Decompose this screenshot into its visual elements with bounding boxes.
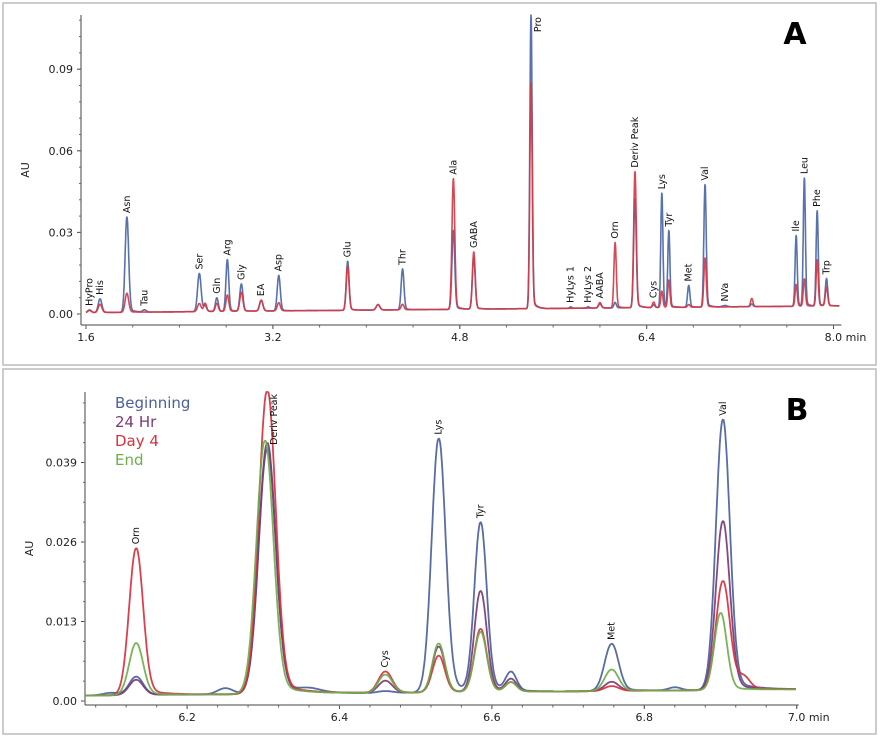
panel-a-frame bbox=[2, 2, 877, 366]
peak-label: Arg bbox=[222, 239, 233, 255]
peak-label: Pro bbox=[533, 17, 544, 32]
y-tick-label: 0.00 bbox=[49, 308, 74, 321]
panel-b: 0.00 0.013 0.026 0.039 6.2 6.4 6.6 6.8 7.0 min AU… bbox=[23, 391, 830, 724]
peak-label: Orn bbox=[131, 527, 142, 544]
panel-letter: A bbox=[783, 17, 807, 52]
y-tick-label: 0.026 bbox=[46, 536, 78, 549]
x-tick-label: 4.8 bbox=[451, 331, 469, 344]
peak-label: His bbox=[95, 280, 106, 295]
y-tick-label: 0.039 bbox=[46, 457, 78, 470]
y-tick-label: 0.00 bbox=[53, 695, 78, 708]
peak-label: HyPro bbox=[85, 278, 96, 306]
peak-label: Met bbox=[684, 263, 695, 281]
y-axis-label: AU bbox=[23, 541, 36, 557]
legend-entry: Day 4 bbox=[115, 432, 159, 450]
panel-b-frame bbox=[2, 368, 877, 735]
y-tick-label: 0.013 bbox=[46, 616, 78, 629]
series-line-1 bbox=[85, 82, 840, 314]
y-tick-label: 0.03 bbox=[49, 226, 74, 239]
peak-label: Thr bbox=[398, 249, 409, 266]
peak-label: Gly bbox=[236, 264, 247, 280]
peak-label: Deriv Peak bbox=[630, 116, 641, 167]
peak-label: HyLys 2 bbox=[583, 266, 594, 303]
panel-letter: B bbox=[786, 393, 809, 428]
x-tick-label: 6.2 bbox=[178, 711, 196, 724]
x-tick-label: 6.4 bbox=[638, 331, 656, 344]
peak-label: Ala bbox=[448, 160, 459, 175]
y-tick-label: 0.06 bbox=[49, 145, 74, 158]
x-tick-label: 8.0 min bbox=[825, 331, 867, 344]
x-tick-label: 3.2 bbox=[264, 331, 282, 344]
series-line-beginning bbox=[84, 418, 797, 697]
legend-entry: End bbox=[115, 451, 144, 469]
x-tick-label: 1.6 bbox=[77, 331, 95, 344]
x-tick-label: 6.8 bbox=[636, 711, 654, 724]
x-tick-label: 6.6 bbox=[483, 711, 501, 724]
peak-label: Deriv Peak bbox=[269, 394, 280, 445]
peak-label: GABA bbox=[469, 221, 480, 248]
peak-label: Val bbox=[700, 166, 711, 180]
legend-entry: 24 Hr bbox=[115, 413, 157, 431]
peak-label: Gln bbox=[212, 278, 223, 294]
peak-label: EA bbox=[256, 283, 267, 296]
peak-label: Lys bbox=[434, 420, 445, 435]
x-tick-label: 6.4 bbox=[331, 711, 349, 724]
peak-label: HyLys 1 bbox=[566, 266, 577, 303]
peak-label: Met bbox=[607, 622, 618, 640]
peak-label: Asp bbox=[274, 254, 285, 271]
y-axis-label: AU bbox=[19, 162, 32, 178]
panel-a: 0.00 0.03 0.06 0.09 1.6 3.2 4.8 6.4 8.0 min AU HyP… bbox=[19, 14, 867, 344]
peak-label: Cys bbox=[649, 281, 660, 298]
peak-label: Tyr bbox=[475, 504, 486, 519]
peak-label: Glu bbox=[343, 241, 354, 257]
peak-label: Cys bbox=[380, 650, 391, 667]
x-tick-label: 7.0 min bbox=[788, 711, 830, 724]
peak-label: Ser bbox=[194, 254, 205, 270]
peak-label: NVa bbox=[720, 283, 731, 302]
peak-label: Asn bbox=[122, 196, 133, 213]
peak-label: Ile bbox=[791, 220, 802, 231]
peak-label: Tyr bbox=[664, 213, 675, 228]
peak-label: Val bbox=[718, 401, 729, 415]
peak-label: Trp bbox=[822, 260, 833, 275]
peak-label: Leu bbox=[799, 157, 810, 174]
legend-entry: Beginning bbox=[115, 394, 190, 412]
peak-label: Tau bbox=[139, 290, 150, 307]
peak-label: Orn bbox=[610, 221, 621, 238]
series-line-end bbox=[84, 439, 797, 697]
peak-label: AABA bbox=[595, 272, 606, 299]
y-tick-label: 0.09 bbox=[49, 63, 74, 76]
peak-label: Lys bbox=[657, 174, 668, 189]
peak-label: Phe bbox=[812, 189, 823, 207]
